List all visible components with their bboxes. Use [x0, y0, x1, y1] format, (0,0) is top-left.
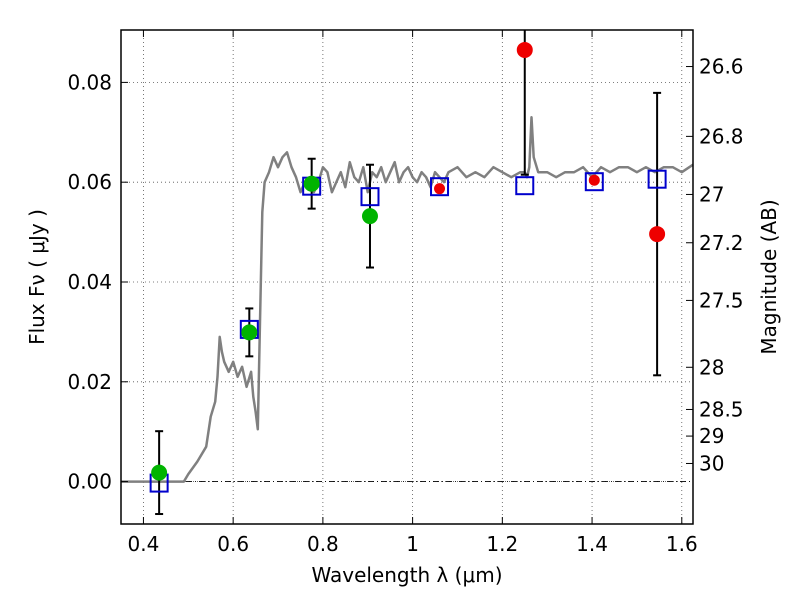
y-axis-label: Flux Fν ( μJy ): [25, 209, 49, 345]
undetected-point: [649, 226, 666, 243]
observed-points-layer: [151, 41, 666, 481]
x-tick-label: 1.6: [666, 532, 698, 556]
y2-axis-label: Magnitude (AB): [757, 199, 781, 354]
x-tick-label: 0.8: [307, 532, 339, 556]
model-photometry-point: [647, 169, 667, 189]
mag-tick-label: 27: [699, 182, 724, 206]
model-spectrum-line: [121, 116, 694, 483]
model-photometry-point: [360, 187, 380, 207]
plot-frame: [120, 29, 694, 525]
y-tick-label: 0.06: [67, 170, 112, 194]
mag-tick-label: 28.5: [699, 397, 744, 421]
model-photometry-layer: [149, 169, 667, 493]
x-tick-label: 1.2: [486, 532, 518, 556]
x-axis-label: Wavelength λ (μm): [311, 563, 502, 587]
detected-point: [151, 464, 168, 481]
y-tick-label: 0.08: [67, 70, 112, 94]
axis-ticks: 0.4 0.6 0.8 1 1.2 1.4 1.6 0.00 0.02 0.04 0.06 0.08 2…: [67, 30, 744, 556]
x-tick-label: 0.4: [128, 532, 160, 556]
y-tick-label: 0.04: [67, 270, 112, 294]
x-tick-label: 1: [406, 532, 419, 556]
detected-point: [241, 324, 258, 341]
mag-tick-label: 26.8: [699, 124, 744, 148]
detected-point: [303, 175, 320, 192]
mag-tick-label: 29: [699, 424, 724, 448]
mag-tick-label: 28: [699, 355, 724, 379]
x-tick-label: 1.4: [576, 532, 608, 556]
mag-tick-label: 30: [699, 451, 724, 475]
undetected-point: [516, 41, 533, 58]
model-photometry-point: [584, 172, 604, 192]
undetected-point: [588, 174, 600, 186]
y-tick-label: 0.00: [67, 470, 112, 494]
mag-tick-label: 27.2: [699, 231, 744, 255]
model-photometry-point: [515, 176, 535, 196]
detected-point: [361, 208, 378, 225]
y-tick-label: 0.02: [67, 370, 112, 394]
model-spectrum-layer: [121, 116, 694, 483]
grid-lines: [121, 30, 693, 524]
mag-tick-label: 26.6: [699, 55, 744, 79]
undetected-point: [434, 183, 446, 195]
model-photometry-point: [430, 177, 450, 197]
mag-tick-label: 27.5: [699, 288, 744, 312]
errorbar-layer: [155, 30, 662, 516]
x-tick-label: 0.6: [217, 532, 249, 556]
